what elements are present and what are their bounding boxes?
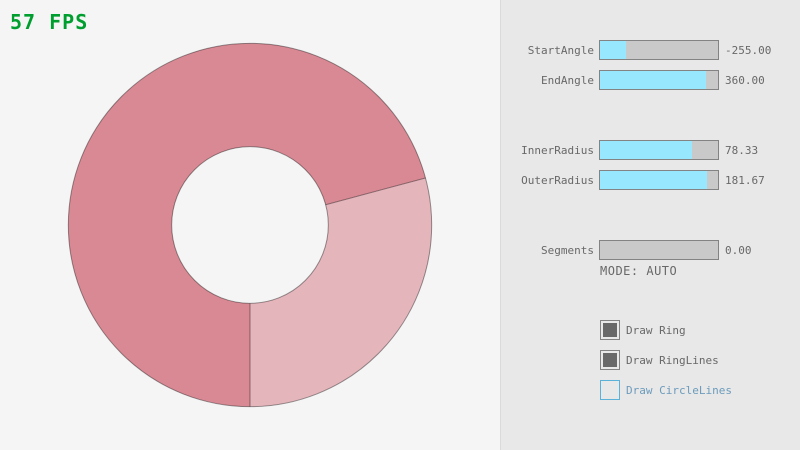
slider-label-startangle: StartAngle xyxy=(527,43,594,57)
ring-boundary-line xyxy=(325,177,426,206)
ring-outer-line xyxy=(67,42,433,408)
mode-label: MODE: AUTO xyxy=(600,264,678,278)
ring-sector-overlap-darker xyxy=(68,43,426,407)
slider-fill-startangle xyxy=(600,41,626,59)
slider-label-endangle: EndAngle xyxy=(541,73,594,87)
checkbox-draw-ringlines[interactable] xyxy=(600,350,620,370)
control-panel: StartAngle -255.00 EndAngle 360.00 Inner… xyxy=(500,0,800,450)
slider-label-outerradius: OuterRadius xyxy=(521,173,594,187)
checkbox-label-draw-ring: Draw Ring xyxy=(626,323,686,337)
checkbox-check-mark xyxy=(603,323,617,337)
slider-fill-innerradius xyxy=(600,141,693,159)
slider-value-outerradius: 181.67 xyxy=(725,173,765,187)
slider-value-endangle: 360.00 xyxy=(725,73,765,87)
slider-value-innerradius: 78.33 xyxy=(725,143,759,157)
ring-inner-line xyxy=(171,146,329,304)
checkbox-draw-ring[interactable] xyxy=(600,320,620,340)
slider-fill-outerradius xyxy=(600,171,708,189)
fps-counter: 57 FPS xyxy=(10,10,89,34)
slider-value-segments: 0.00 xyxy=(725,243,752,257)
slider-row-outerradius: OuterRadius 181.67 xyxy=(501,170,765,190)
checkbox-label-draw-ringlines: Draw RingLines xyxy=(626,353,719,367)
ring-canvas xyxy=(67,42,433,408)
slider-endangle[interactable] xyxy=(599,70,719,90)
checkbox-row-draw-circlelines: Draw CircleLines xyxy=(600,380,732,400)
slider-label-innerradius: InnerRadius xyxy=(521,143,594,157)
checkbox-label-draw-circlelines: Draw CircleLines xyxy=(626,383,732,397)
slider-fill-endangle xyxy=(600,71,707,89)
slider-value-startangle: -255.00 xyxy=(725,43,772,57)
slider-segments[interactable] xyxy=(599,240,719,260)
slider-startangle[interactable] xyxy=(599,40,719,60)
slider-innerradius[interactable] xyxy=(599,140,719,160)
slider-label-segments: Segments xyxy=(541,243,594,257)
ring-sector-single-lighter xyxy=(250,177,432,407)
checkbox-check-mark xyxy=(603,353,617,367)
slider-row-endangle: EndAngle 360.00 xyxy=(501,70,765,90)
slider-row-segments: Segments 0.00 xyxy=(501,240,752,260)
slider-row-startangle: StartAngle -255.00 xyxy=(501,40,771,60)
checkbox-draw-circlelines[interactable] xyxy=(600,380,620,400)
checkbox-row-draw-ring: Draw Ring xyxy=(600,320,686,340)
checkbox-row-draw-ringlines: Draw RingLines xyxy=(600,350,719,370)
slider-row-innerradius: InnerRadius 78.33 xyxy=(501,140,758,160)
slider-outerradius[interactable] xyxy=(599,170,719,190)
